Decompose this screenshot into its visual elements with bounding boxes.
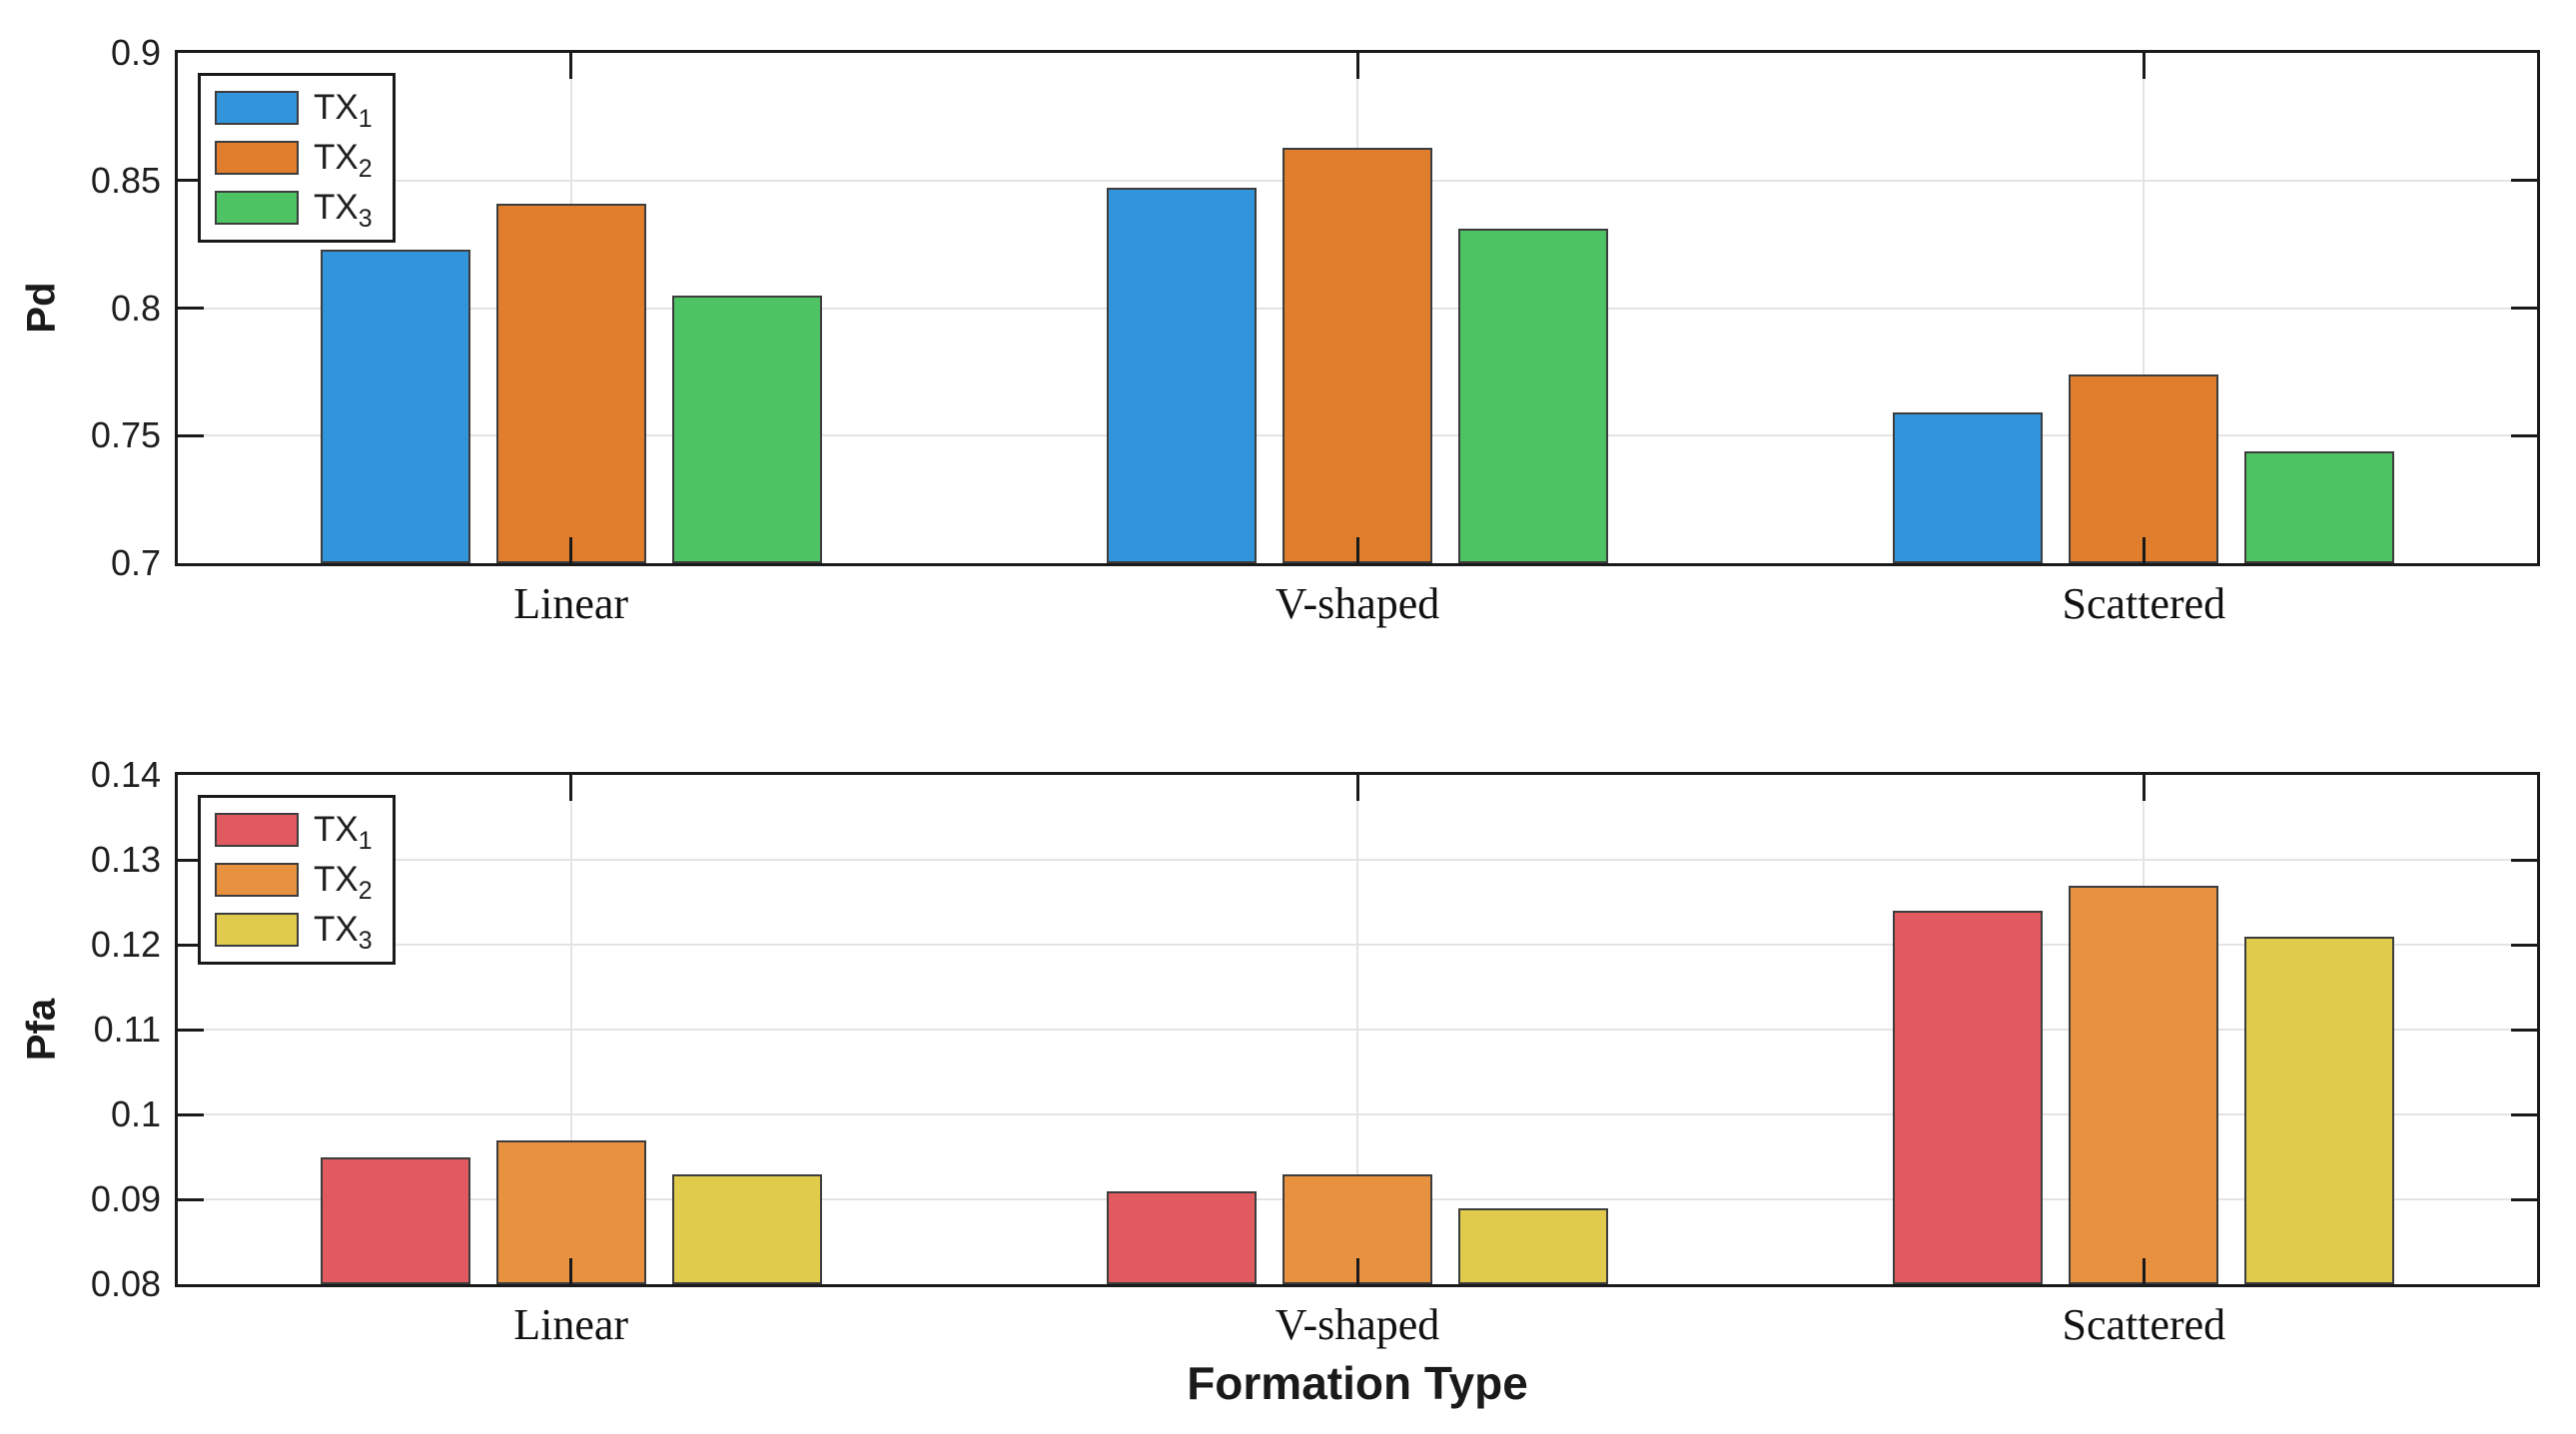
legend-swatch-tx2 [215, 141, 299, 175]
y-tick-label: 0.1 [110, 1093, 161, 1134]
bar-pfa-v-shaped-tx1 [1107, 1190, 1257, 1284]
legend-item-tx3: TX3 [215, 910, 373, 955]
x-tick-mark-top [1355, 53, 1359, 79]
x-tick-mark-bottom [2142, 1258, 2146, 1284]
bar-pfa-linear-tx3 [671, 1173, 822, 1284]
x-tick-mark-top [569, 775, 573, 801]
y-tick-mark-right [2511, 1028, 2537, 1032]
pd-chart: TX1 TX2 TX3 [175, 50, 2540, 566]
pfa-chart: TX1 TX2 TX3 [175, 772, 2540, 1287]
y-tick-label: 0.11 [93, 1009, 161, 1050]
y-tick-label: 0.75 [90, 414, 161, 456]
y-tick-mark-left [178, 307, 204, 310]
y-tick-label: 0.14 [90, 754, 161, 795]
legend-item-tx1: TX1 [215, 88, 373, 133]
y-tick-label: 0.7 [110, 542, 161, 583]
x-tick-mark-top [2142, 53, 2146, 79]
bar-pfa-scattered-tx1 [1893, 911, 2044, 1284]
y-tick-mark-left [178, 858, 204, 862]
y-tick-mark-right [2511, 179, 2537, 183]
x-tick-mark-bottom [1355, 537, 1359, 563]
category-label-linear: Linear [513, 579, 629, 628]
bar-pfa-linear-tx1 [320, 1156, 470, 1284]
legend-swatch-tx2 [215, 863, 299, 897]
bar-pd-v-shaped-tx2 [1283, 147, 1432, 563]
bar-pfa-scattered-tx2 [2069, 885, 2219, 1284]
legend-item-tx1: TX1 [215, 810, 373, 855]
legend-item-tx2: TX2 [215, 860, 373, 905]
y-tick-label: 0.09 [90, 1178, 161, 1219]
y-tick-mark-right [2511, 307, 2537, 310]
y-tick-mark-left [178, 1197, 204, 1201]
bar-pd-linear-tx2 [495, 203, 646, 563]
category-label-linear: Linear [513, 1300, 629, 1349]
legend-swatch-tx3 [215, 913, 299, 947]
gridline-vertical [569, 775, 572, 1284]
y-tick-mark-left [178, 433, 204, 437]
x-tick-mark-bottom [569, 1258, 573, 1284]
y-tick-mark-left [178, 179, 204, 183]
y-tick-mark-left [178, 943, 204, 947]
x-tick-mark-bottom [569, 537, 573, 563]
y-tick-mark-right [2511, 433, 2537, 437]
bar-pd-scattered-tx1 [1893, 412, 2044, 563]
legend-swatch-tx3 [215, 191, 299, 225]
category-label-v-shaped: V-shaped [1275, 1300, 1440, 1349]
y-tick-mark-left [178, 1112, 204, 1116]
x-tick-mark-bottom [2142, 537, 2146, 563]
legend-item-tx3: TX3 [215, 188, 373, 233]
legend-swatch-tx1 [215, 91, 299, 125]
x-tick-mark-bottom [1355, 1258, 1359, 1284]
y-tick-label: 0.08 [90, 1263, 161, 1304]
legend-swatch-tx1 [215, 813, 299, 847]
y-tick-mark-right [2511, 1112, 2537, 1116]
y-tick-label: 0.9 [110, 32, 161, 73]
y-tick-label: 0.8 [110, 287, 161, 329]
legend: TX1 TX2 TX3 [198, 795, 396, 965]
category-label-scattered: Scattered [2062, 579, 2226, 628]
y-tick-label: 0.13 [90, 839, 161, 880]
category-label-v-shaped: V-shaped [1275, 579, 1440, 628]
legend: TX1 TX2 TX3 [198, 73, 396, 243]
legend-label-tx3: TX3 [314, 188, 373, 233]
category-label-scattered: Scattered [2062, 1300, 2226, 1349]
gridline-vertical [1356, 775, 1358, 1284]
legend-label-tx2: TX2 [314, 860, 373, 905]
legend-label-tx1: TX1 [314, 88, 373, 133]
bar-pfa-scattered-tx3 [2244, 936, 2395, 1284]
bar-pd-scattered-tx2 [2069, 373, 2219, 563]
bar-pd-linear-tx1 [320, 249, 470, 563]
bar-pd-linear-tx3 [671, 295, 822, 563]
bar-pd-v-shaped-tx3 [1458, 229, 1608, 563]
y-tick-mark-left [178, 1028, 204, 1032]
x-tick-mark-top [2142, 775, 2146, 801]
y-tick-mark-right [2511, 1197, 2537, 1201]
x-tick-mark-top [1355, 775, 1359, 801]
gridline-vertical [2143, 53, 2146, 563]
y-tick-label: 0.12 [90, 924, 161, 965]
xlabel-formation-type: Formation Type [1187, 1357, 1528, 1409]
y-tick-mark-right [2511, 943, 2537, 947]
y-tick-mark-right [2511, 858, 2537, 862]
legend-item-tx2: TX2 [215, 138, 373, 183]
legend-label-tx2: TX2 [314, 138, 373, 183]
legend-label-tx1: TX1 [314, 810, 373, 855]
bar-pfa-v-shaped-tx3 [1458, 1207, 1608, 1284]
legend-label-tx3: TX3 [314, 910, 373, 955]
bar-pd-scattered-tx3 [2244, 450, 2395, 563]
x-tick-mark-top [569, 53, 573, 79]
bar-pd-v-shaped-tx1 [1107, 188, 1257, 563]
y-tick-label: 0.85 [90, 159, 161, 201]
